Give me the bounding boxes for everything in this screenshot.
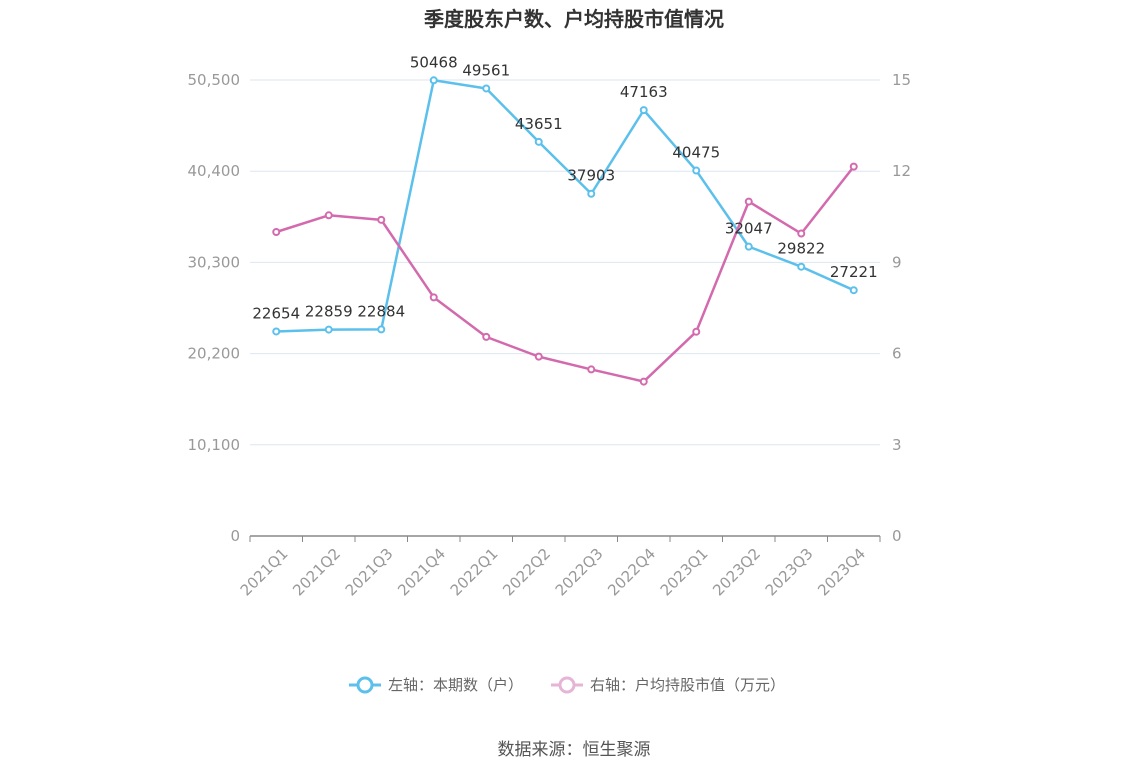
data-point [534, 137, 543, 146]
legend-item-right-series[interactable]: 右轴：户均持股市值（万元） [551, 676, 785, 694]
data-point [639, 106, 648, 115]
data-label: 49561 [462, 61, 510, 79]
x-axis-tick-label: 2021Q4 [394, 545, 449, 600]
left-axis-tick-label: 30,300 [188, 253, 241, 271]
data-point [429, 293, 438, 302]
data-point [324, 211, 333, 220]
data-point [272, 228, 281, 236]
data-label: 27221 [830, 263, 878, 281]
data-label: 50468 [410, 53, 458, 71]
x-axis-tick-label: 2022Q2 [499, 545, 554, 600]
left-axis-tick-label: 40,400 [188, 162, 241, 180]
data-point [849, 286, 858, 295]
left-axis-tick-label: 0 [230, 527, 240, 545]
series-line-shareholder-count [276, 79, 855, 333]
data-label: 22654 [252, 304, 300, 322]
data-label: 43651 [515, 115, 563, 133]
data-point [692, 327, 701, 336]
data-label: 40475 [672, 144, 720, 162]
x-axis-tick-label: 2023Q4 [814, 545, 869, 600]
data-point [744, 242, 753, 251]
grid [250, 79, 880, 446]
data-label: 47163 [620, 83, 668, 101]
left-axis-tick-label: 10,100 [188, 436, 241, 454]
data-point [587, 365, 596, 374]
data-point [377, 325, 386, 334]
data-point [797, 229, 806, 238]
series-lines [272, 76, 858, 386]
data-label: 22884 [357, 302, 405, 320]
x-axis-tick-label: 2021Q2 [289, 545, 344, 600]
chart-title: 季度股东户数、户均持股市值情况 [423, 7, 724, 31]
left-axis-tick-label: 20,200 [188, 345, 241, 363]
data-point [744, 197, 753, 206]
data-point [482, 332, 491, 341]
data-point [534, 352, 543, 361]
data-point [692, 166, 701, 175]
x-axis-tick-label: 2022Q4 [604, 545, 659, 600]
data-point [587, 189, 596, 198]
legend[interactable]: 左轴：本期数（户） 右轴：户均持股市值（万元） [349, 676, 785, 694]
legend-label-right: 右轴：户均持股市值（万元） [590, 676, 785, 694]
series-line-avg-holding-value [275, 165, 855, 383]
data-point [272, 327, 281, 336]
x-axis-tick-label: 2021Q3 [342, 545, 397, 600]
x-axis-tick-label: 2021Q1 [237, 545, 292, 600]
data-point [324, 325, 333, 334]
data-labels: 22654 22859 22884 50468 49561 43651 37903 47163… [252, 53, 877, 322]
legend-marker-right [558, 676, 576, 694]
data-point [849, 162, 858, 171]
data-label: 29822 [777, 240, 825, 258]
right-axis-tick-label: 15 [892, 71, 911, 89]
right-axis-tick-label: 0 [892, 527, 902, 545]
right-axis-tick-label: 9 [892, 253, 902, 271]
x-axis-tick-label: 2023Q2 [709, 545, 764, 600]
left-axis-tick-label: 50,500 [188, 71, 241, 89]
x-axis-tick-label: 2022Q1 [447, 545, 502, 600]
x-axis-tick-label: 2022Q3 [552, 545, 607, 600]
data-point [797, 262, 806, 271]
right-axis-tick-label: 12 [892, 162, 911, 180]
legend-label-left: 左轴：本期数（户） [388, 676, 523, 694]
data-point [639, 377, 648, 386]
data-label: 37903 [567, 167, 615, 185]
data-point [429, 76, 438, 85]
x-axis-tick-label: 2023Q1 [657, 545, 712, 600]
data-point [482, 84, 491, 93]
axes: 0 10,100 20,200 30,300 40,400 50,500 0 3 6 9 12 15 2… [188, 71, 912, 599]
right-axis-tick-label: 3 [892, 436, 902, 454]
x-axis-tick-label: 2023Q3 [762, 545, 817, 600]
legend-item-left-series[interactable]: 左轴：本期数（户） [349, 676, 523, 694]
source-note: 数据来源：恒生聚源 [498, 740, 651, 760]
data-label: 22859 [305, 303, 353, 321]
right-axis-tick-label: 6 [892, 345, 902, 363]
data-point [377, 215, 386, 224]
legend-marker-left [356, 676, 374, 694]
data-label: 32047 [725, 220, 773, 238]
